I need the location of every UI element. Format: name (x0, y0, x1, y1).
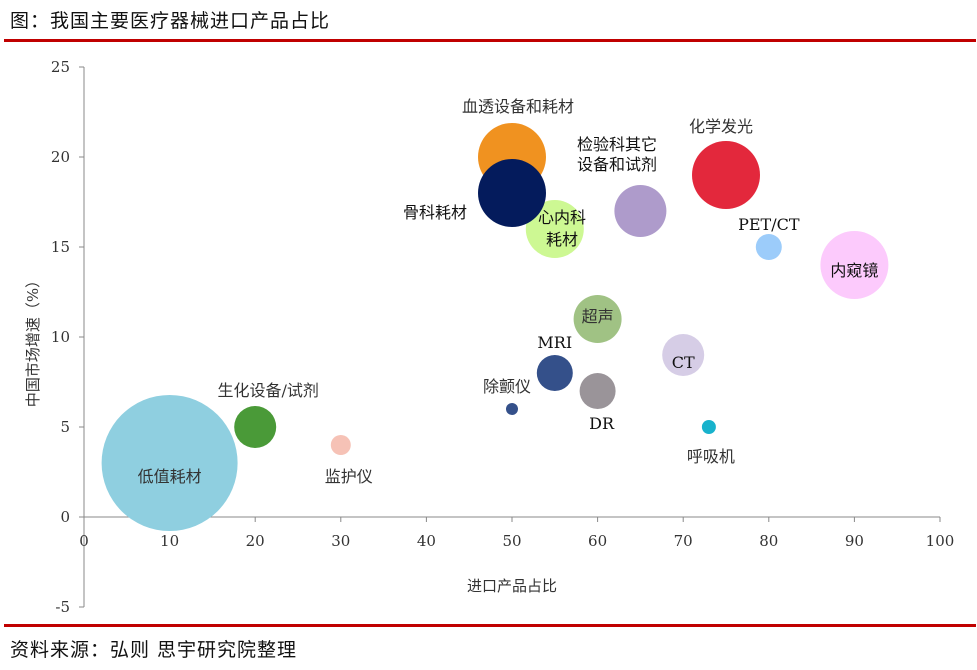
y-tick-label: 0 (60, 508, 70, 526)
bubble (573, 295, 622, 343)
x-tick-label: 100 (926, 532, 955, 550)
y-tick-label: 20 (51, 148, 70, 166)
bubble (614, 185, 667, 237)
header-divider (4, 39, 976, 42)
bubble (820, 231, 889, 299)
x-tick-label: 50 (502, 532, 521, 550)
x-tick-label: 70 (674, 532, 693, 550)
bubble-label: 呼吸机 (687, 447, 735, 466)
y-tick-label: 10 (51, 328, 70, 346)
bubble-label: 血透设备和耗材 (462, 97, 574, 116)
y-tick-label: 5 (60, 418, 70, 436)
source-note: 资料来源：弘则 思宇研究院整理 (10, 639, 298, 661)
bubble-label: 内窥镜 (830, 261, 878, 280)
bubble (525, 200, 584, 258)
bubble-label: 除颤仪 (483, 377, 531, 396)
x-tick-label: 60 (588, 532, 607, 550)
bubble (701, 420, 716, 434)
y-tick-label: -5 (55, 598, 70, 616)
bubble (101, 395, 238, 531)
y-tick-label: 25 (51, 58, 70, 76)
footer-divider (4, 624, 976, 627)
chart-title: 图：我国主要医疗器械进口产品占比 (10, 10, 331, 32)
x-tick-label: 20 (246, 532, 265, 550)
x-tick-label: 40 (417, 532, 436, 550)
bubble-label: 化学发光 (689, 117, 753, 136)
bubble-label: 超声 (582, 307, 614, 326)
bubble (234, 406, 277, 448)
bubble-label: 低值耗材 (138, 467, 202, 486)
x-tick-label: 80 (759, 532, 778, 550)
bubble-label: PET/CT (738, 215, 800, 234)
y-tick-label: 15 (51, 238, 70, 256)
x-tick-label: 90 (845, 532, 864, 550)
bubble-label: 生化设备/试剂 (217, 381, 318, 400)
y-axis-label: 中国市场增速（%） (24, 273, 42, 407)
bubble (536, 355, 573, 391)
bubble-label: 骨科耗材 (403, 203, 467, 222)
x-tick-label: 10 (160, 532, 179, 550)
bubble (755, 234, 782, 260)
x-tick-label: 30 (331, 532, 350, 550)
bubble (506, 403, 518, 415)
bubble-label: CT (672, 353, 695, 372)
bubble (579, 373, 616, 409)
x-tick-label: 0 (79, 532, 89, 550)
bubble-label: DR (589, 414, 615, 433)
bubble-label: 监护仪 (325, 467, 373, 486)
bubble-label: MRI (537, 333, 572, 352)
bubble (330, 435, 351, 455)
bubble-label: 心内科耗材 (537, 208, 586, 249)
bubble (662, 334, 705, 376)
bubble (478, 159, 546, 227)
bubble (692, 141, 760, 209)
bubble-label: 检验科其它设备和试剂 (576, 135, 657, 174)
x-axis-label: 进口产品占比 (467, 577, 557, 595)
